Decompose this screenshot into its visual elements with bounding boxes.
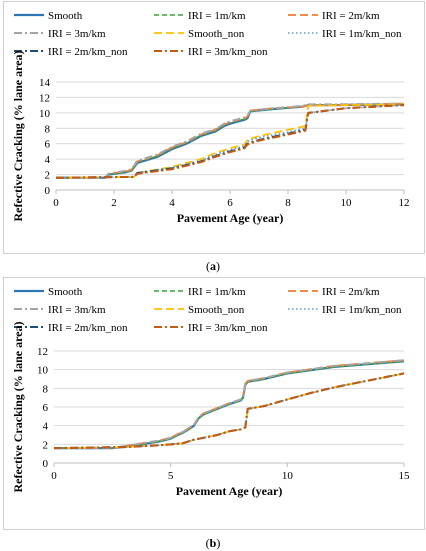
legend-label: IRI = 2m/km_non [48, 46, 128, 58]
series-line [55, 103, 405, 179]
x-tick-label: 12 [399, 197, 410, 209]
x-tick-label: 10 [282, 470, 294, 482]
series-line [56, 102, 405, 179]
legend-label: IRI = 2m/km [322, 10, 380, 22]
legend-label: Smooth_non [188, 28, 245, 40]
chart-a: Smooth IRI = 1m/km IRI = 2m/km IRI = 3m/km S… [11, 10, 410, 225]
y-tick-label: 4 [45, 154, 51, 166]
legend-label: IRI = 3m/km_non [188, 46, 268, 58]
legend-label: IRI = 3m/km [48, 28, 106, 40]
series-line [54, 359, 405, 450]
x-tick-label: 10 [341, 197, 353, 209]
y-tick-label: 12 [37, 346, 48, 358]
y-axis-title: Refective Cracking (% lane area) [11, 321, 25, 492]
x-tick-label: 15 [399, 470, 411, 482]
caption-b-open: ( [205, 536, 210, 550]
series-line [55, 104, 405, 179]
series-line [54, 359, 405, 450]
series-line [56, 102, 405, 179]
legend-label: Smooth [48, 286, 83, 298]
x-tick-label: 8 [285, 197, 291, 209]
caption-b-letter: b [209, 536, 217, 550]
y-tick-label: 8 [45, 123, 51, 135]
series-line [56, 103, 405, 179]
y-axis-title: Refective Cracking (% lane area) [11, 50, 25, 221]
x-axis-title: Pavement Age (year) [177, 211, 284, 225]
chart-panel-b: Smooth IRI = 1m/km IRI = 2m/km IRI = 3m/km S… [3, 277, 425, 530]
series-line [55, 104, 405, 179]
x-axis-title: Pavement Age (year) [176, 484, 283, 498]
y-tick-label: 2 [43, 439, 49, 451]
legend-label: Smooth_non [188, 304, 245, 316]
x-tick-label: 4 [169, 197, 175, 209]
series-line [55, 104, 405, 179]
legend-label: IRI = 2m/km_non [48, 322, 128, 334]
legend-label: IRI = 3m/km [48, 304, 106, 316]
y-tick-label: 10 [37, 365, 49, 377]
y-tick-label: 12 [39, 92, 50, 104]
chart-b: Smooth IRI = 1m/km IRI = 2m/km IRI = 3m/km S… [11, 286, 411, 498]
caption-a-open: ( [206, 259, 210, 273]
series-line [56, 103, 405, 179]
y-tick-label: 14 [39, 77, 51, 89]
x-tick-label: 2 [111, 197, 117, 209]
series-line [54, 360, 405, 449]
legend-label: IRI = 1m/km [188, 286, 246, 298]
legend-label: IRI = 3m/km_non [188, 322, 268, 334]
caption-b: (b) [0, 536, 426, 551]
chart-panel-a: Smooth IRI = 1m/km IRI = 2m/km IRI = 3m/km S… [3, 1, 425, 254]
legend-label: IRI = 1m/km_non [322, 28, 402, 40]
x-tick-label: 0 [53, 197, 59, 209]
y-tick-label: 2 [45, 170, 51, 182]
legend-label: IRI = 1m/km_non [322, 304, 402, 316]
y-tick-label: 4 [43, 421, 49, 433]
y-tick-label: 0 [43, 458, 49, 470]
y-tick-label: 8 [43, 383, 49, 395]
x-tick-label: 0 [51, 470, 57, 482]
series-line [53, 372, 405, 450]
y-tick-label: 0 [45, 185, 51, 197]
caption-a-close: ) [216, 259, 220, 273]
legend-label: Smooth [48, 10, 83, 22]
x-tick-label: 6 [227, 197, 233, 209]
y-tick-label: 6 [43, 402, 49, 414]
caption-a-letter: a [210, 259, 216, 273]
y-tick-label: 10 [39, 108, 51, 120]
legend-label: IRI = 1m/km [188, 10, 246, 22]
legend-label: IRI = 2m/km [322, 286, 380, 298]
caption-b-close: ) [216, 536, 221, 550]
series-line [53, 372, 405, 449]
caption-a: (a) [0, 259, 426, 274]
x-tick-label: 5 [168, 470, 174, 482]
y-tick-label: 6 [45, 139, 51, 151]
